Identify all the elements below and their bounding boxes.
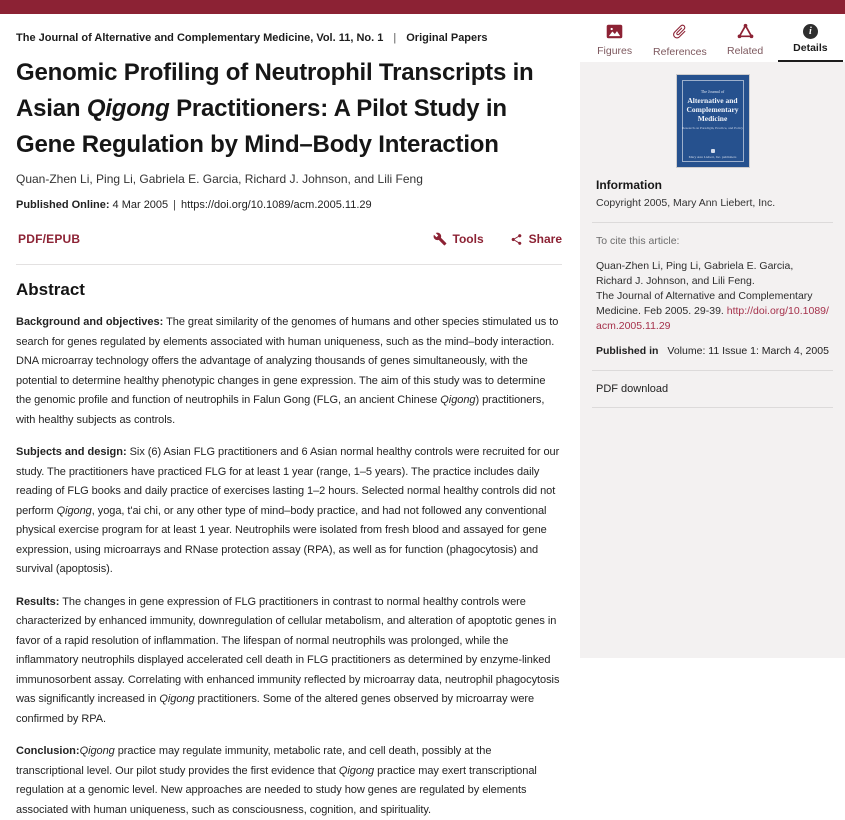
breadcrumb-separator: | — [393, 32, 397, 44]
article-column: The Journal of Alternative and Complemen… — [0, 14, 580, 816]
cite-heading: To cite this article: — [596, 235, 680, 247]
published-in-line: Published in Volume: 11 Issue 1: March 4,… — [596, 345, 829, 357]
tools-button[interactable]: Tools — [433, 232, 484, 246]
abstract-paragraph-subjects: Subjects and design: Six (6) Asian FLG p… — [16, 443, 562, 580]
tab-references[interactable]: References — [647, 14, 712, 62]
sidebar-divider — [592, 407, 833, 408]
references-paperclip-icon — [671, 23, 688, 43]
published-in-label: Published in — [596, 345, 659, 357]
page-layout: The Journal of Alternative and Complemen… — [0, 14, 845, 816]
figures-image-icon — [606, 24, 623, 42]
paragraph-text: The great similarity of the genomes of h… — [16, 316, 559, 426]
section-link[interactable]: Original Papers — [406, 32, 488, 44]
sidebar-divider — [592, 222, 833, 223]
share-button-label: Share — [528, 232, 562, 246]
abstract-body: Background and objectives: The great sim… — [16, 313, 562, 820]
abstract-heading: Abstract — [16, 280, 85, 299]
breadcrumb: The Journal of Alternative and Complemen… — [16, 32, 562, 44]
wrench-icon — [433, 232, 447, 246]
tab-figures[interactable]: Figures — [582, 14, 647, 62]
tools-button-label: Tools — [452, 232, 484, 246]
article-toolbar: PDF/EPUB Tools Share — [16, 228, 562, 250]
share-icon — [510, 233, 523, 246]
paragraph-label: Subjects and design: — [16, 446, 127, 458]
paragraph-text: The changes in gene expression of FLG pr… — [16, 595, 560, 725]
sidebar-tab-bar: Figures References Related i Details — [580, 14, 845, 62]
journal-cover-wrap: The Journal of Alternative and Complemen… — [596, 75, 829, 167]
abstract-paragraph-background: Background and objectives: The great sim… — [16, 313, 562, 430]
site-top-bar — [0, 0, 845, 14]
cover-journal-of: The Journal of — [700, 89, 725, 94]
paragraph-text: Six (6) Asian FLG practitioners and 6 As… — [16, 446, 560, 575]
cover-tagline: Research on Paradigm, Practice, and Poli… — [681, 126, 744, 130]
abstract-paragraph-results: Results: The changes in gene expression … — [16, 593, 562, 730]
citation-source: The Journal of Alternative and Complemen… — [596, 290, 813, 317]
copyright-text: Copyright 2005, Mary Ann Liebert, Inc. — [596, 197, 776, 209]
tab-related-label: Related — [727, 45, 764, 57]
publisher-logo-icon — [710, 149, 715, 153]
cover-publisher: Mary Ann Liebert, Inc. publishers — [688, 155, 737, 159]
author-list[interactable]: Quan-Zhen Li, Ping Li, Gabriela E. Garci… — [16, 172, 423, 186]
related-network-icon — [737, 23, 754, 42]
details-sidebar: Figures References Related i Details — [580, 14, 845, 658]
paragraph-label: Background and objectives: — [16, 316, 164, 328]
paragraph-label: Results: — [16, 595, 60, 608]
tab-figures-label: Figures — [597, 44, 633, 57]
pdf-epub-button[interactable]: PDF/EPUB — [16, 228, 86, 250]
share-button[interactable]: Share — [510, 232, 562, 246]
details-panel: The Journal of Alternative and Complemen… — [580, 62, 845, 658]
toolbar-divider — [16, 264, 562, 265]
tab-related[interactable]: Related — [713, 14, 778, 62]
doi-url[interactable]: https://doi.org/10.1089/acm.2005.11.29 — [181, 199, 372, 211]
pdf-download-link[interactable]: PDF download — [596, 383, 669, 395]
citation-block: Quan-Zhen Li, Ping Li, Gabriela E. Garci… — [596, 259, 829, 334]
published-online-label: Published Online: — [16, 199, 110, 211]
information-heading: Information — [596, 178, 662, 192]
journal-cover-image[interactable]: The Journal of Alternative and Complemen… — [676, 75, 749, 167]
paragraph-label: Conclusion: — [16, 745, 80, 757]
doi-separator: | — [173, 199, 177, 211]
abstract-paragraph-conclusion: Conclusion:Qigong practice may regulate … — [16, 742, 562, 820]
tab-references-label: References — [653, 45, 707, 58]
citation-doi-link[interactable]: http://doi.org/10.1089/acm.2005.11.29 — [596, 305, 829, 332]
published-online-line: Published Online: 4 Mar 2005 | https://doi.… — [16, 199, 562, 211]
published-in-value: Volume: 11 Issue 1: March 4, 2005 — [667, 345, 829, 357]
cover-inner-border — [681, 80, 744, 162]
paragraph-text: Qigong practice may regulate immunity, m… — [16, 745, 537, 816]
sidebar-divider — [592, 370, 833, 371]
cover-title: Alternative and Complementary Medicine — [686, 96, 739, 123]
page-title: Genomic Profiling of Neutrophil Transcri… — [16, 59, 534, 158]
journal-volume-text[interactable]: The Journal of Alternative and Complemen… — [16, 32, 384, 44]
tab-details-label: Details — [793, 42, 828, 54]
tab-details[interactable]: i Details — [777, 14, 843, 62]
details-info-icon: i — [802, 24, 818, 39]
citation-authors: Quan-Zhen Li, Ping Li, Gabriela E. Garci… — [596, 260, 794, 287]
published-date: 4 Mar 2005 — [112, 199, 169, 211]
